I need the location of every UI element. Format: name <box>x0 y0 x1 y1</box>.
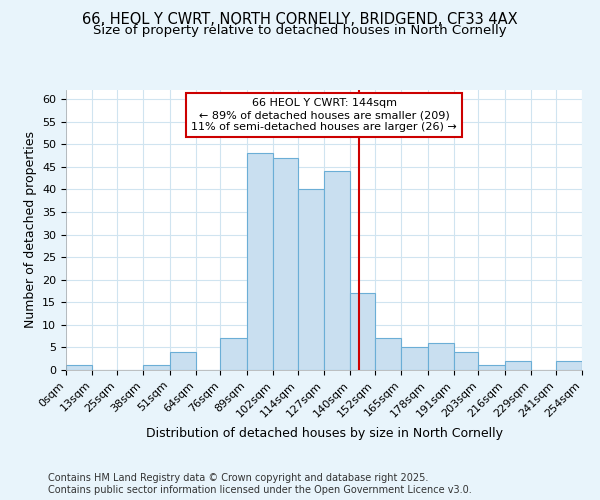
Text: 66, HEOL Y CWRT, NORTH CORNELLY, BRIDGEND, CF33 4AX: 66, HEOL Y CWRT, NORTH CORNELLY, BRIDGEN… <box>82 12 518 28</box>
Text: 66 HEOL Y CWRT: 144sqm
← 89% of detached houses are smaller (209)
11% of semi-de: 66 HEOL Y CWRT: 144sqm ← 89% of detached… <box>191 98 457 132</box>
Bar <box>505 361 531 370</box>
Bar <box>556 361 582 370</box>
Bar <box>582 361 600 370</box>
Y-axis label: Number of detached properties: Number of detached properties <box>23 132 37 328</box>
Bar <box>143 366 170 370</box>
Bar <box>66 366 92 370</box>
Bar <box>375 338 401 370</box>
Text: Size of property relative to detached houses in North Cornelly: Size of property relative to detached ho… <box>93 24 507 37</box>
Text: Contains HM Land Registry data © Crown copyright and database right 2025.
Contai: Contains HM Land Registry data © Crown c… <box>48 474 472 495</box>
Bar <box>478 366 505 370</box>
Bar <box>428 343 454 370</box>
Bar <box>324 172 350 370</box>
Bar <box>220 338 247 370</box>
X-axis label: Distribution of detached houses by size in North Cornelly: Distribution of detached houses by size … <box>146 427 503 440</box>
Bar <box>247 153 273 370</box>
Bar <box>298 190 324 370</box>
Bar <box>170 352 196 370</box>
Bar <box>454 352 478 370</box>
Bar <box>401 348 428 370</box>
Bar <box>350 293 375 370</box>
Bar <box>273 158 298 370</box>
